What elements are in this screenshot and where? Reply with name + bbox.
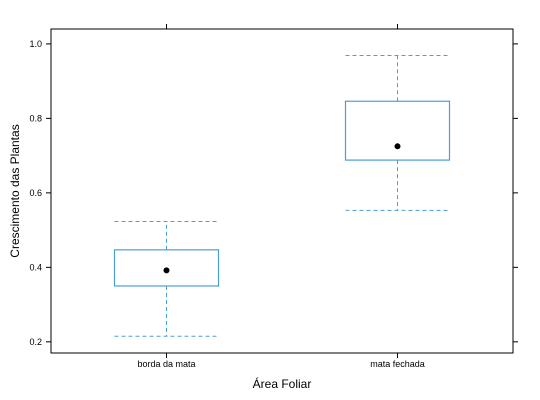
box: [113, 249, 220, 287]
y-tick-label: 0.8: [29, 113, 42, 123]
x-tick-label: mata fechada: [370, 359, 425, 369]
y-tick-label: 0.6: [29, 188, 42, 198]
y-tick-label: 0.2: [29, 337, 42, 347]
y-axis-label: Crescimento das Plantas: [8, 124, 22, 257]
y-tick-label: 1.0: [29, 39, 42, 49]
x-tick-label: borda da mata: [137, 359, 195, 369]
median-marker: [394, 143, 401, 150]
plot-area: 0.2 0.4 0.6 0.8 1.0 borda da mata mata fechada: [29, 24, 518, 369]
y-tick-label: 0.4: [29, 262, 42, 272]
box: [344, 100, 451, 161]
x-axis-label: Área Foliar: [253, 376, 312, 391]
plot-frame: [50, 28, 514, 354]
median-marker: [163, 267, 170, 274]
